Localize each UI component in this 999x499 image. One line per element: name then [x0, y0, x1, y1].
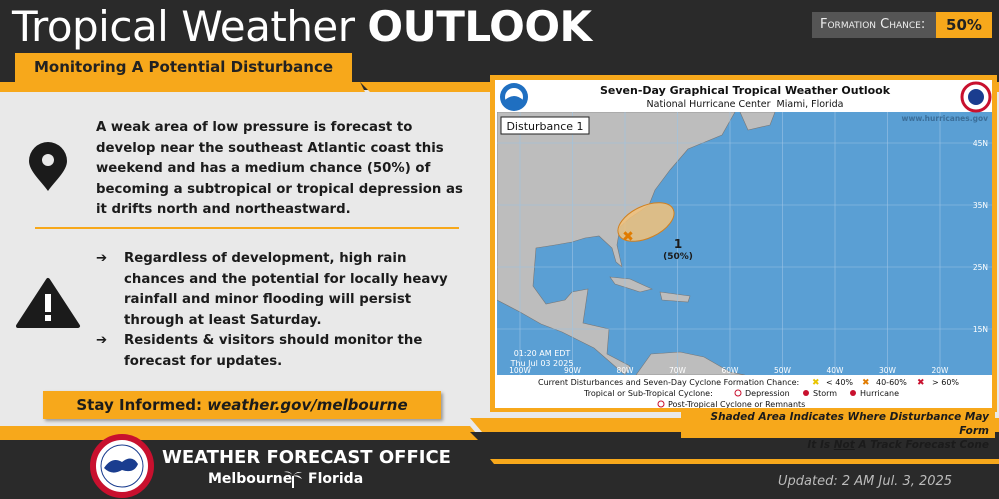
header-stripe: [0, 82, 365, 92]
legend-depression: Depression: [745, 389, 790, 398]
title-emphasis: OUTLOOK: [367, 2, 592, 51]
legend-hurricane: Hurricane: [860, 389, 899, 398]
caption-emphasis: Not: [833, 439, 855, 451]
graticule: [497, 112, 992, 375]
land: [635, 351, 746, 375]
longitude-label: 50W: [774, 366, 792, 375]
caption-text: It Is: [807, 439, 834, 451]
stay-informed: Stay Informed: weather.gov/melbourne: [43, 391, 441, 419]
formation-chance-label: Formation Chance:: [812, 12, 940, 38]
bullet-arrow: ➔: [96, 333, 108, 348]
latitude-label: 25N: [973, 263, 988, 272]
land: [739, 112, 776, 131]
subtitle: Monitoring A Potential Disturbance: [15, 53, 352, 82]
legend-symbol: [803, 390, 809, 396]
updated-time: Updated: 2 AM Jul. 3, 2025: [778, 474, 953, 489]
divider: [35, 227, 459, 229]
office-name: WEATHER FORECAST OFFICE: [162, 447, 451, 468]
legend-post-tropical: Post-Tropical Cyclone or Remnants: [668, 400, 805, 409]
legend-symbol: [734, 389, 742, 397]
nws-small-logo: [960, 81, 992, 113]
caption-line: Shaded Area Indicates Where Disturbance …: [710, 411, 989, 437]
legend-cyclone-title: Tropical or Sub-Tropical Cyclone:: [583, 389, 713, 398]
bullet-arrow: ➔: [96, 251, 108, 266]
legend-symbol: [657, 400, 665, 408]
legend-high: > 60%: [932, 378, 959, 387]
latitude-label: 15N: [973, 325, 988, 334]
land: [609, 276, 653, 293]
bullet: ➔ Residents & visitors should monitor the…: [96, 331, 466, 372]
disturbance-chance: (50%): [663, 252, 693, 262]
land: [497, 112, 736, 375]
longitude-label: 20W: [932, 366, 950, 375]
bullet: ➔ Regardless of development, high rain ch…: [96, 249, 466, 331]
office-state: Florida: [308, 471, 364, 487]
disturbance-label: Disturbance 1: [506, 120, 583, 133]
longitude-label: 30W: [879, 366, 897, 375]
disturbance-number: 1: [674, 237, 682, 251]
issued-time: 01:20 AM EDT: [514, 349, 571, 358]
map-caption: Shaded Area Indicates Where Disturbance …: [681, 408, 995, 451]
noaa-logo: [500, 83, 528, 111]
latitude-label: 35N: [973, 201, 988, 210]
stay-link[interactable]: weather.gov/melbourne: [207, 396, 408, 414]
land: [659, 291, 691, 303]
longitude-label: 70W: [669, 366, 687, 375]
legend-medium: 40-60%: [876, 378, 907, 387]
legend-marker: ✖: [917, 378, 925, 388]
legend-storm: Storm: [813, 389, 837, 398]
map-website: www.hurricanes.gov: [902, 114, 989, 123]
office-city: Melbourne: [208, 471, 293, 487]
legend-marker: ✖: [862, 378, 870, 388]
disturbance-area: [617, 202, 675, 242]
map-subtitle: National Hurricane Center Miami, Florida: [647, 99, 844, 110]
title-text: Tropical Weather: [12, 2, 355, 51]
issued-date: Thu Jul 03 2025: [510, 359, 574, 368]
legend-symbol: [850, 390, 856, 396]
latitude-label: 45N: [973, 139, 988, 148]
map-area: ✖: [497, 112, 992, 375]
longitude-label: 60W: [722, 366, 740, 375]
longitude-label: 90W: [564, 366, 582, 375]
summary: A weak area of low pressure is forecast …: [96, 120, 463, 217]
longitude-label: 80W: [617, 366, 635, 375]
disturbance-label-box: [500, 116, 590, 135]
legend: Current Disturbances and Seven-Day Cyclo…: [538, 378, 959, 409]
legend-low: < 40%: [826, 378, 853, 387]
caption-text: A Track Forecast Cone: [854, 439, 989, 451]
map-title: Seven-Day Graphical Tropical Weather Out…: [600, 84, 891, 97]
stay-label: Stay Informed:: [76, 396, 203, 414]
bullet-text: Regardless of development, high rain cha…: [124, 251, 448, 328]
formation-chance-value: 50%: [936, 12, 992, 38]
longitude-label: 100W: [509, 366, 531, 375]
legend-marker: ✖: [812, 378, 820, 388]
longitude-label: 40W: [827, 366, 845, 375]
legend-formation-title: Current Disturbances and Seven-Day Cyclo…: [538, 378, 799, 387]
page-title: Tropical Weather OUTLOOK: [12, 2, 592, 52]
caption-line: It Is Not A Track Forecast Cone: [681, 438, 989, 452]
disturbance-marker: ✖: [622, 229, 634, 245]
bullet-text: Residents & visitors should monitor the …: [124, 333, 423, 369]
